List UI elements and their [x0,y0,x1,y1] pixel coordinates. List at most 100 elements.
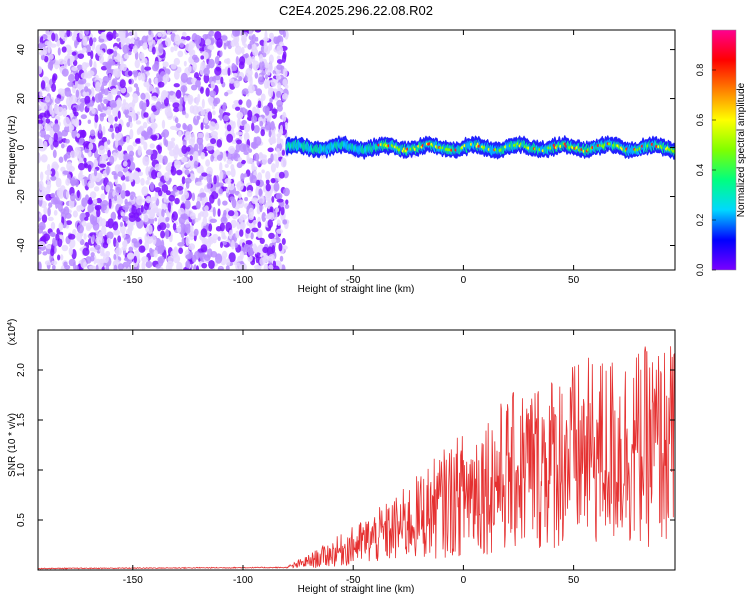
noise-speckle [271,196,275,203]
noise-speckle [65,151,72,159]
noise-speckle [68,233,76,240]
snr-x-axis-label: Height of straight line (km) [298,584,415,595]
noise-speckle [95,264,99,270]
noise-speckle [205,132,210,142]
noise-speckle [157,32,162,38]
y-tick-label: 20 [16,93,27,105]
noise-speckle [190,225,194,233]
noise-speckle [252,49,258,56]
noise-speckle [82,36,87,46]
noise-speckle [73,118,80,128]
colorbar-tick-label: 0.6 [695,114,705,127]
noise-speckle [282,111,287,122]
noise-speckle [101,185,105,191]
noise-speckle [255,187,259,198]
noise-speckle [239,250,244,260]
noise-speckle [180,232,185,239]
noise-speckle [235,131,243,136]
noise-speckle [257,229,262,239]
noise-speckle [74,38,78,49]
colorbar-gradient [712,30,736,270]
noise-speckle [69,94,78,104]
snr-y-ticks: 0.5 1.0 1.5 2.0 [16,363,675,527]
noise-speckle [147,36,154,47]
noise-speckle [107,218,114,229]
noise-speckle [52,149,57,159]
noise-speckle [203,239,208,245]
noise-speckle [171,211,178,221]
noise-speckle [122,161,128,167]
noise-speckle [223,42,227,50]
noise-speckle [123,267,127,270]
noise-speckle [88,196,93,205]
noise-speckle [101,200,109,207]
noise-speckle [131,70,139,75]
noise-speckle [210,154,215,162]
noise-speckle [258,194,265,205]
noise-speckle [270,177,276,184]
noise-speckle [140,72,146,82]
snr-multiplier-base: (x10 [7,325,18,345]
noise-speckle [244,53,249,59]
noise-speckle [133,255,137,264]
noise-speckle [80,114,88,120]
noise-speckle [154,163,162,171]
noise-speckle [65,190,70,199]
noise-speckle [92,37,97,43]
noise-speckle [276,59,283,65]
noise-speckle [173,57,181,66]
noise-speckle [76,64,83,71]
noise-speckle [183,60,187,67]
noise-speckle [281,93,289,100]
noise-speckle [44,96,51,103]
noise-speckle [63,261,68,268]
noise-speckle [57,58,65,65]
noise-speckle [83,233,87,240]
noise-speckle [213,151,218,158]
noise-speckle [143,57,148,64]
noise-speckle [163,172,170,182]
noise-speckle [185,43,193,52]
noise-speckle [89,58,93,68]
noise-speckle [281,149,285,156]
noise-speckle [79,169,83,178]
noise-speckle [114,68,121,78]
noise-speckle [46,41,53,47]
noise-speckle [132,170,140,180]
noise-speckle [119,221,124,227]
noise-speckle [276,99,284,108]
noise-speckle [66,30,71,38]
noise-speckle [236,180,244,192]
noise-speckle [187,124,193,132]
noise-speckle [219,162,223,172]
noise-speckle [212,110,216,116]
x-tick-label: 0 [461,575,467,586]
noise-speckle [205,159,211,167]
noise-speckle [111,102,118,108]
noise-speckle [40,154,48,163]
noise-speckle [134,31,138,40]
noise-speckle [52,196,60,205]
noise-speckle [54,97,61,104]
noise-speckle [120,211,126,217]
noise-speckle [69,125,75,131]
noise-speckle [220,76,224,85]
noise-speckle [99,248,105,253]
noise-speckle [142,156,150,167]
noise-speckle [178,104,183,112]
noise-speckle [235,56,239,66]
noise-speckle [140,205,144,213]
noise-speckle [61,46,67,53]
noise-speckle [153,249,158,258]
noise-speckle [250,175,257,184]
noise-speckle [81,129,86,139]
noise-speckle [145,260,153,269]
noise-speckle [270,238,277,243]
noise-speckle [137,71,142,81]
noise-speckle [226,124,232,132]
noise-speckle [185,163,191,168]
noise-speckle [65,178,71,186]
noise-speckle [91,234,95,243]
noise-speckle [141,186,149,197]
